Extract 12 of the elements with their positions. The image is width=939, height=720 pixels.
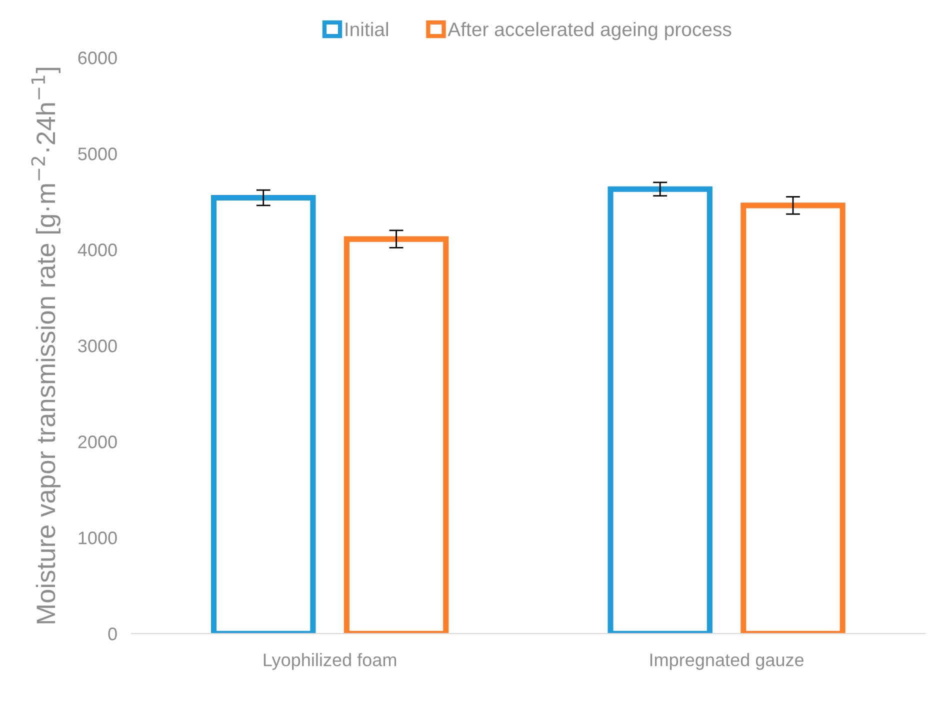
y-tick-label: 6000: [78, 52, 117, 64]
y-tick-label: 3000: [78, 340, 117, 352]
y-tick-label: 4000: [78, 244, 117, 256]
y-tick-label: 1000: [78, 532, 117, 544]
legend-label: Initial: [346, 22, 388, 36]
y-tick-label: 0: [108, 628, 117, 640]
x-tick-label: Impregnated gauze: [650, 653, 804, 670]
y-axis-title: Moisture vapor transmission rate [g·m$^{−2}$·24h$^{−1}$]: [31, 68, 60, 624]
y-tick-label: 2000: [78, 436, 117, 448]
y-tick-label: 5000: [78, 148, 117, 160]
x-tick-label: Lyophilized foam: [264, 653, 396, 670]
legend-label: After accelerated ageing process: [448, 22, 732, 40]
